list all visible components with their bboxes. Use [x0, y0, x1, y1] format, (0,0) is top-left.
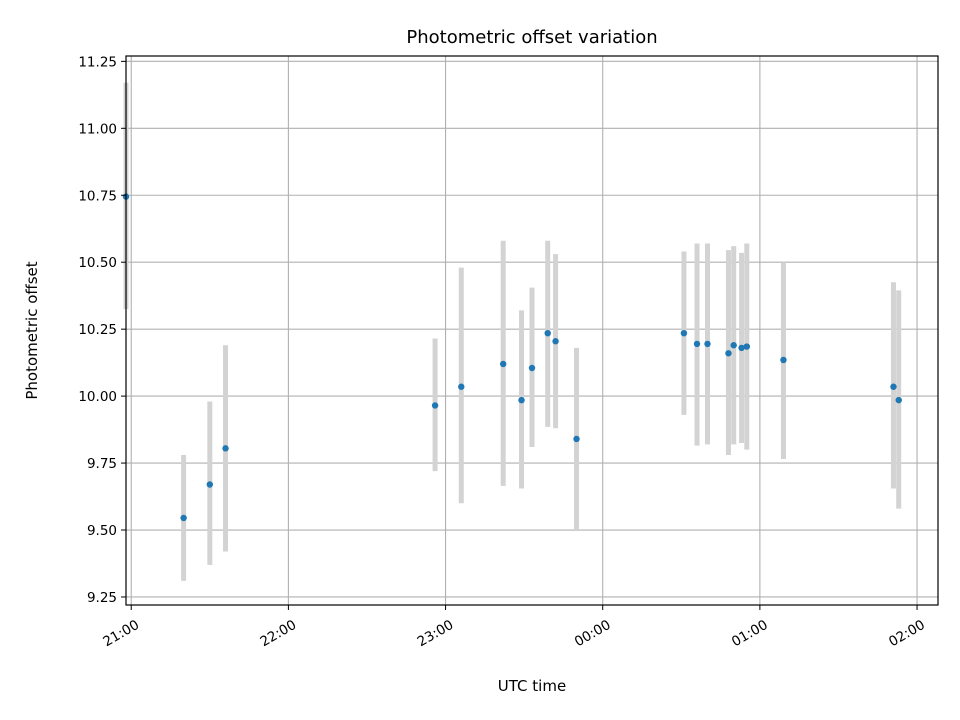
y-tick-label: 9.25	[87, 590, 117, 606]
y-tick-label: 11.00	[78, 121, 117, 137]
data-point	[518, 396, 525, 404]
chart-title: Photometric offset variation	[406, 27, 657, 48]
y-tick-label: 10.75	[78, 188, 117, 204]
data-point	[780, 356, 787, 364]
data-point	[180, 514, 187, 522]
data-point	[725, 350, 732, 357]
y-tick-label: 11.25	[78, 54, 117, 70]
data-point	[738, 344, 745, 352]
y-axis-title: Photometric offset	[23, 261, 41, 399]
data-point	[743, 343, 750, 350]
data-point	[730, 342, 737, 349]
plot-area-frame	[125, 55, 939, 606]
data-point	[499, 360, 507, 368]
data-point	[890, 383, 897, 390]
y-tick-label: 9.50	[87, 523, 117, 539]
data-point	[544, 329, 551, 337]
data-point	[222, 445, 229, 452]
data-points	[122, 193, 902, 522]
y-tick-label: 10.25	[78, 322, 117, 338]
y-tick-label: 10.50	[78, 255, 117, 271]
y-tick-label: 10.00	[78, 389, 117, 405]
y-tick-label: 9.75	[87, 456, 117, 472]
data-point	[458, 383, 465, 390]
data-point	[431, 402, 439, 409]
data-point	[895, 396, 902, 404]
data-point	[693, 340, 701, 348]
data-point	[573, 435, 580, 443]
data-point	[680, 329, 688, 337]
data-point	[704, 340, 711, 348]
x-axis-title: UTC time	[498, 677, 566, 695]
data-point	[206, 481, 214, 488]
data-point	[528, 364, 536, 372]
data-point	[552, 338, 559, 345]
